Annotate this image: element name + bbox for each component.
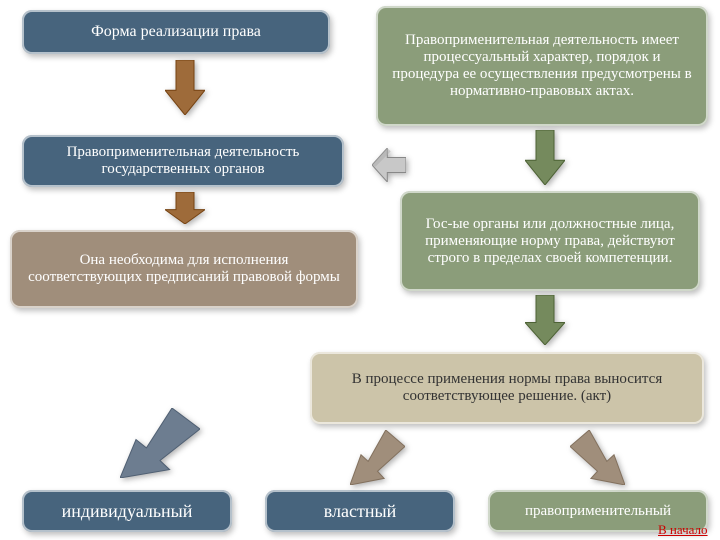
box-procedural-nature: Правоприменительная деятельность имеет п… <box>376 6 708 126</box>
box-text: правоприменительный <box>502 503 694 520</box>
arrow-down-icon <box>165 60 205 115</box>
box-text: Она необходима для исполнения соответств… <box>24 252 344 286</box>
arrow-down-icon <box>525 295 565 345</box>
box-text: Форма реализации права <box>36 23 316 41</box>
box-text: Правоприменительная деятельность имеет п… <box>390 32 694 100</box>
arrow-diag-icon <box>120 408 200 478</box>
box-necessary: Она необходима для исполнения соответств… <box>10 230 358 308</box>
box-authoritative: властный <box>265 490 455 532</box>
box-gov-activity: Правоприменительная деятельность государ… <box>22 135 344 187</box>
arrow-left-icon <box>372 148 406 182</box>
box-form-realization: Форма реализации права <box>22 10 330 54</box>
box-text: Правоприменительная деятельность государ… <box>36 144 330 178</box>
arrow-down-icon <box>165 192 205 224</box>
box-individual: индивидуальный <box>22 490 232 532</box>
box-text: индивидуальный <box>36 501 218 522</box>
box-text: В процессе применения нормы права выноси… <box>324 371 690 405</box>
arrow-diag-icon <box>350 430 405 485</box>
box-decision-act: В процессе применения нормы права выноси… <box>310 352 704 424</box>
box-competence: Гос-ые органы или должностные лица, прим… <box>400 191 700 291</box>
arrow-down-icon <box>525 130 565 185</box>
arrow-diag-icon <box>570 430 625 485</box>
box-text: властный <box>279 501 441 522</box>
back-to-start-link[interactable]: В начало <box>658 522 708 538</box>
box-text: Гос-ые органы или должностные лица, прим… <box>414 216 686 267</box>
